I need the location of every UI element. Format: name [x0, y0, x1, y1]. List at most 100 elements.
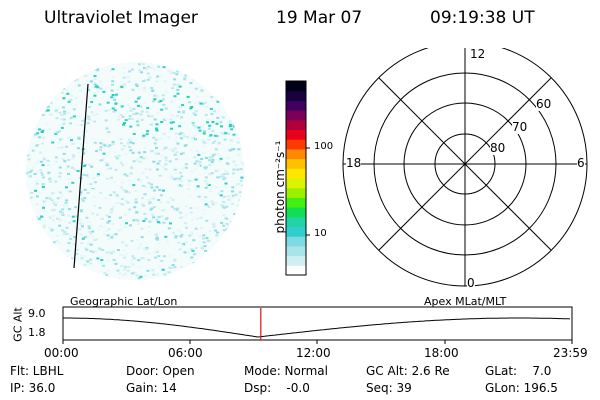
emission-pixel: [224, 132, 228, 135]
emission-pixel: [45, 197, 49, 200]
emission-pixel: [141, 171, 145, 174]
emission-pixel: [150, 122, 154, 125]
emission-pixel: [127, 138, 131, 141]
emission-pixel: [27, 120, 30, 123]
emission-pixel: [186, 251, 190, 254]
emission-pixel: [129, 260, 133, 263]
emission-pixel: [123, 268, 127, 271]
emission-pixel: [88, 118, 92, 121]
emission-pixel: [172, 232, 176, 235]
emission-pixel: [218, 258, 222, 261]
emission-pixel: [158, 160, 162, 163]
altplot-frame: [62, 306, 573, 341]
emission-pixel: [55, 117, 59, 120]
emission-pixel: [207, 138, 211, 141]
emission-pixel: [197, 65, 201, 68]
emission-pixel: [232, 72, 236, 75]
emission-pixel: [176, 83, 180, 86]
emission-pixel: [93, 65, 97, 68]
emission-pixel: [55, 234, 59, 237]
emission-pixel: [55, 131, 59, 134]
emission-pixel: [238, 87, 242, 90]
emission-pixel: [211, 86, 215, 89]
emission-pixel: [60, 62, 63, 64]
emission-pixel: [224, 86, 228, 89]
emission-pixel: [112, 259, 116, 261]
emission-pixel: [141, 63, 145, 66]
emission-pixel: [172, 148, 176, 151]
emission-pixel: [222, 229, 226, 232]
emission-pixel: [157, 199, 161, 201]
emission-pixel: [189, 107, 193, 110]
emission-pixel: [81, 199, 85, 202]
emission-pixel: [177, 110, 181, 113]
status-glon: GLon: 196.5: [485, 381, 558, 395]
emission-pixel: [70, 94, 74, 97]
emission-pixel: [67, 172, 70, 175]
emission-pixel: [236, 71, 240, 74]
colorbar-label-100: 100: [314, 141, 334, 152]
emission-pixel: [157, 216, 161, 219]
emission-pixel: [38, 136, 42, 139]
emission-pixel: [32, 113, 35, 116]
emission-pixel: [111, 94, 115, 96]
emission-pixel: [93, 92, 97, 94]
emission-pixel: [222, 243, 226, 246]
emission-pixel: [211, 85, 215, 88]
emission-pixel: [148, 76, 152, 79]
emission-pixel: [114, 262, 118, 265]
emission-pixel: [27, 199, 31, 202]
emission-pixel: [245, 86, 248, 88]
emission-pixel: [77, 115, 81, 118]
emission-pixel: [43, 199, 47, 202]
emission-pixel: [198, 86, 202, 89]
emission-pixel: [237, 224, 241, 226]
emission-pixel: [44, 268, 48, 271]
emission-pixel: [44, 62, 48, 63]
emission-pixel: [168, 254, 172, 257]
emission-pixel: [239, 82, 243, 85]
emission-pixel: [37, 218, 41, 221]
emission-pixel: [106, 101, 110, 104]
emission-pixel: [200, 89, 204, 92]
emission-pixel: [39, 169, 43, 172]
emission-pixel: [129, 149, 133, 152]
emission-pixel: [33, 163, 37, 166]
emission-pixel: [35, 269, 38, 272]
emission-pixel: [53, 246, 57, 249]
emission-pixel: [148, 220, 152, 223]
emission-pixel: [58, 166, 62, 169]
emission-pixel: [86, 235, 90, 238]
emission-pixel: [93, 83, 97, 86]
emission-pixel: [216, 176, 220, 179]
colorbar-cell: [286, 226, 306, 237]
emission-pixel: [128, 179, 132, 182]
emission-pixel: [63, 110, 66, 113]
emission-pixel: [122, 67, 126, 69]
emission-pixel: [107, 252, 111, 255]
emission-pixel: [215, 258, 219, 260]
emission-pixel: [158, 265, 161, 268]
emission-pixel: [58, 172, 62, 175]
emission-pixel: [120, 203, 124, 206]
emission-pixel: [85, 174, 89, 177]
emission-pixel: [110, 252, 113, 255]
emission-pixel: [143, 212, 147, 215]
emission-pixel: [134, 100, 138, 103]
emission-pixel: [174, 158, 178, 161]
emission-pixel: [133, 206, 137, 209]
emission-pixel: [33, 248, 37, 251]
emission-pixel: [222, 206, 226, 209]
emission-pixel: [162, 132, 166, 135]
emission-pixel: [129, 109, 133, 112]
emission-pixel: [150, 150, 154, 153]
emission-pixel: [192, 79, 196, 82]
emission-pixel: [246, 72, 248, 74]
emission-pixel: [190, 248, 194, 251]
emission-pixel: [223, 93, 227, 96]
emission-pixel: [205, 166, 208, 169]
emission-pixel: [84, 274, 88, 277]
emission-pixel: [235, 125, 238, 128]
emission-pixel: [227, 231, 231, 233]
emission-pixel: [26, 157, 27, 160]
